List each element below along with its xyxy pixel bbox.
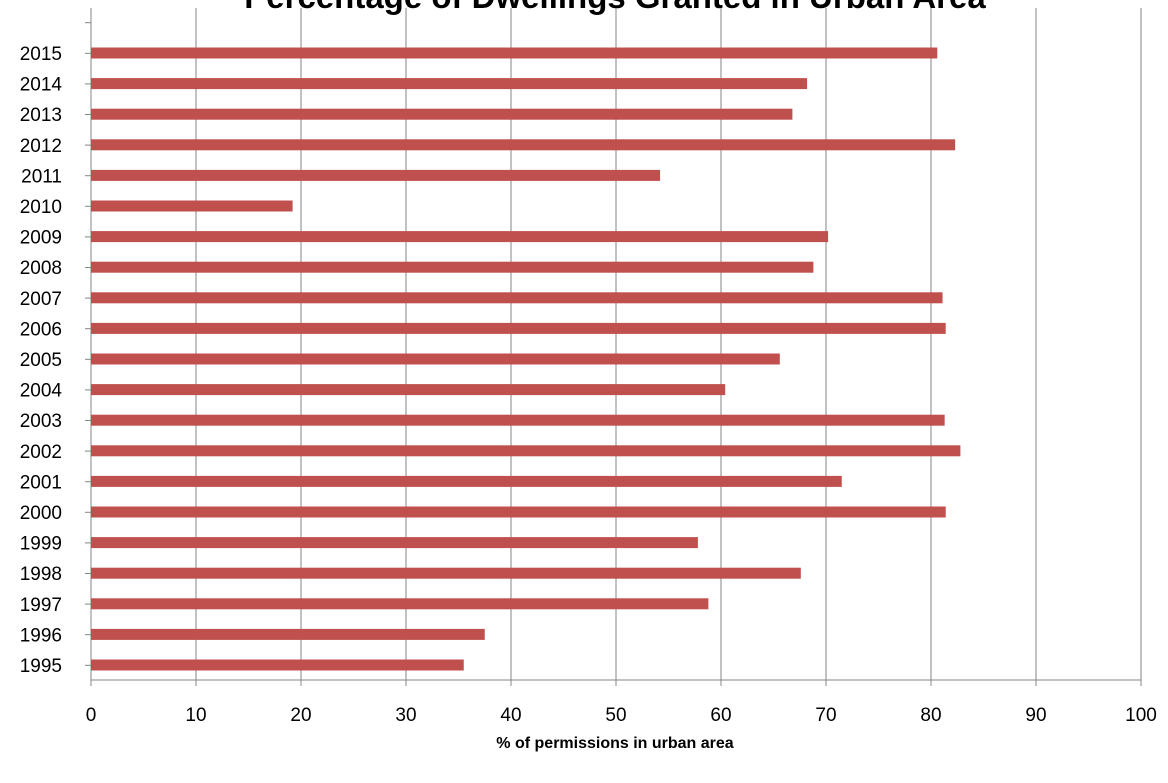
- x-tick-label: 80: [920, 705, 941, 726]
- y-tick-label: 2001: [20, 472, 62, 493]
- y-tick-label: 2006: [20, 319, 62, 340]
- y-tick-label: 2014: [20, 75, 63, 96]
- y-tick-label: 2010: [20, 197, 62, 218]
- bar: [91, 414, 945, 426]
- bar: [91, 169, 661, 181]
- x-tick-label: 90: [1025, 705, 1046, 726]
- bar: [91, 292, 943, 304]
- x-axis-label: % of permissions in urban area: [496, 735, 734, 752]
- y-tick-label: 2002: [20, 442, 62, 463]
- x-tick-label: 70: [815, 705, 836, 726]
- bar: [91, 139, 956, 151]
- y-tick-label: 2005: [20, 350, 62, 371]
- chart-title: Percentage of Dwellings Granted in Urban…: [90, 0, 1140, 16]
- bar: [91, 200, 293, 212]
- y-tick-label: 2000: [20, 503, 62, 524]
- y-tick-label: 2007: [20, 289, 62, 310]
- bar: [91, 322, 946, 334]
- x-tick-label: 10: [185, 705, 206, 726]
- bar: [91, 506, 946, 518]
- y-tick-label: 1995: [20, 656, 62, 677]
- x-tick-label: 40: [500, 705, 521, 726]
- bar: [91, 598, 709, 610]
- y-tick-label: 1998: [20, 564, 62, 585]
- y-tick-label: 2013: [20, 105, 62, 126]
- bar: [91, 261, 814, 273]
- bar: [91, 659, 464, 671]
- bar: [91, 475, 842, 487]
- x-tick-label: 30: [395, 705, 416, 726]
- x-tick-label: 50: [605, 705, 626, 726]
- bar: [91, 445, 961, 457]
- bar: [91, 231, 829, 243]
- y-tick-label: 2004: [20, 381, 63, 402]
- bar: [91, 78, 808, 90]
- y-tick-label: 1996: [20, 625, 62, 646]
- y-tick-label: 2003: [20, 411, 62, 432]
- bar: [91, 47, 938, 59]
- bar: [91, 108, 793, 120]
- y-tick-label: 2012: [20, 136, 62, 157]
- bar: [91, 567, 801, 579]
- bar: [91, 628, 485, 640]
- y-tick-label: 2011: [21, 166, 62, 187]
- bar: [91, 353, 780, 365]
- x-tick-label: 0: [86, 705, 97, 726]
- y-tick-label: 2015: [20, 44, 62, 65]
- y-tick-label: 1999: [20, 534, 62, 555]
- y-tick-label: 2009: [20, 228, 62, 249]
- x-tick-label: 100: [1125, 705, 1157, 726]
- bar: [91, 384, 726, 396]
- x-tick-label: 60: [710, 705, 731, 726]
- bar: [91, 537, 698, 549]
- y-tick-label: 2008: [20, 258, 62, 279]
- x-tick-label: 20: [290, 705, 311, 726]
- y-tick-label: 1997: [20, 595, 62, 616]
